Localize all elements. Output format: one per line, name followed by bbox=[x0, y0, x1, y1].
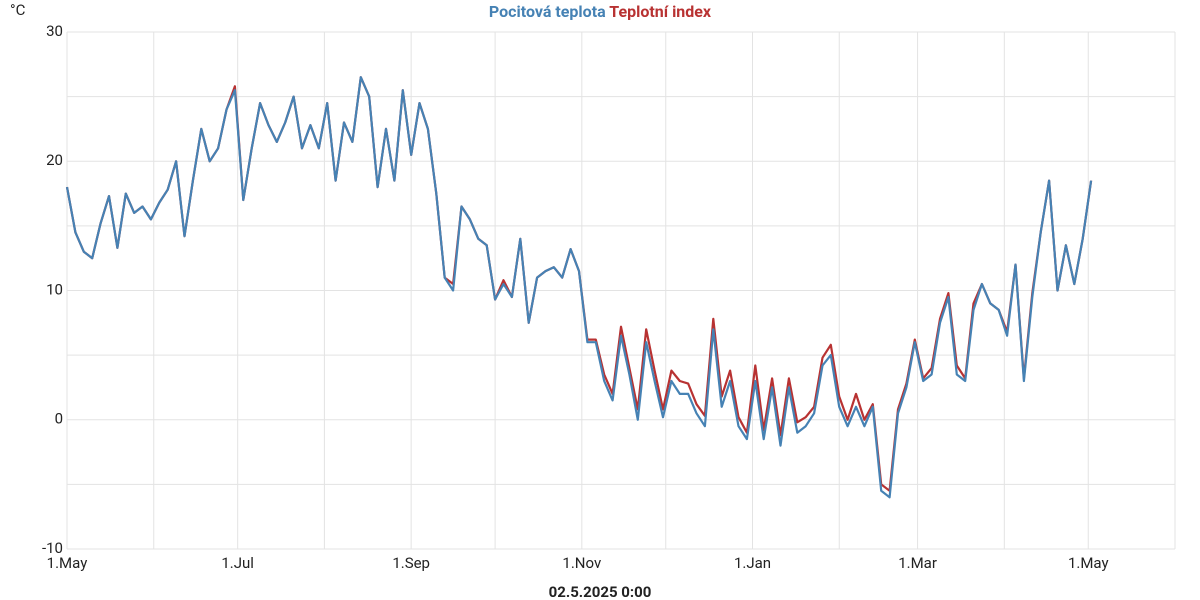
x-tick-label: 1.Jul bbox=[221, 554, 254, 572]
legend-entry: Pocitová teplota bbox=[489, 2, 606, 21]
y-tick-label: 0 bbox=[55, 410, 63, 428]
x-tick-label: 1.Jan bbox=[734, 554, 771, 572]
series-line bbox=[65, 76, 1093, 499]
x-axis-label: 02.5.2025 0:00 bbox=[549, 583, 652, 600]
x-tick-label: 1.Nov bbox=[562, 554, 601, 572]
y-tick-label: 20 bbox=[46, 151, 63, 169]
y-unit: °C bbox=[10, 1, 26, 19]
y-tick-label: -10 bbox=[42, 539, 63, 557]
x-tick-label: 1.Sep bbox=[392, 554, 430, 572]
chart-legend: Pocitová teplota Teplotní index bbox=[489, 2, 712, 21]
legend-entry: Teplotní index bbox=[609, 2, 712, 21]
x-tick-label: 1.May bbox=[1068, 554, 1109, 572]
y-tick-label: 30 bbox=[46, 22, 63, 40]
x-tick-label: 1.Mar bbox=[898, 554, 937, 572]
x-tick-label: 1.May bbox=[47, 554, 88, 572]
y-tick-label: 10 bbox=[46, 280, 63, 298]
